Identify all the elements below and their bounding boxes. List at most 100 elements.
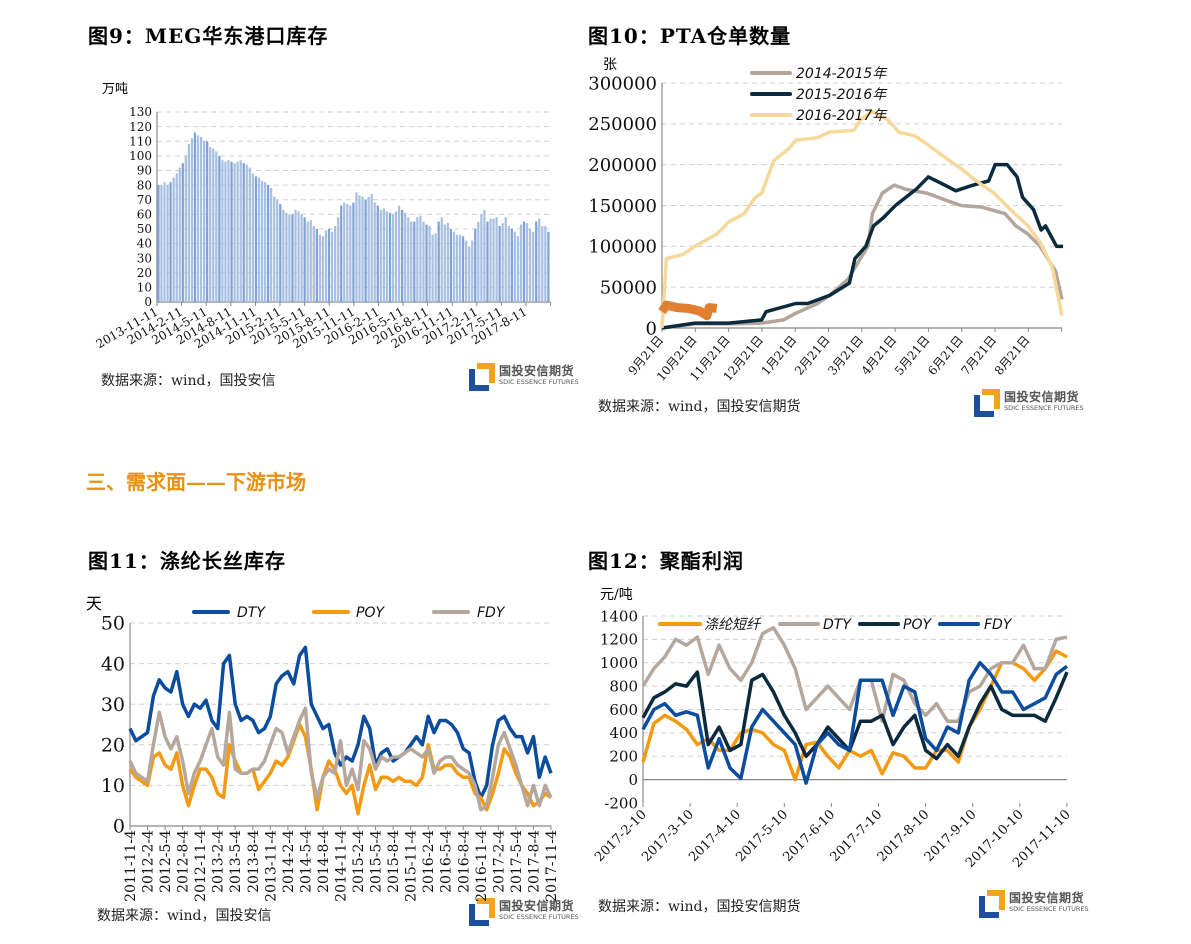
- fig9-bar: [516, 236, 520, 302]
- fig12-ytick-label: 0: [628, 771, 638, 789]
- fig12-ytick-label: -200: [604, 794, 638, 812]
- fig9-bar: [364, 199, 367, 302]
- fig9-bar: [181, 163, 184, 302]
- logo-en: SDIC ESSENCE FUTURES: [499, 913, 579, 921]
- fig9-bar: [401, 209, 404, 302]
- fig9-bar: [468, 246, 471, 302]
- fig9-bar: [306, 221, 309, 302]
- fig12-unit: 元/吨: [600, 587, 633, 603]
- fig10-legend-label: 2016-2017年: [796, 108, 888, 124]
- fig9-bar: [276, 199, 279, 302]
- fig11-xtick-label: 2012-5-4: [158, 830, 174, 893]
- fig11-xtick-label: 2014-11-4: [333, 830, 349, 902]
- logo: 国投安信期货 SDIC ESSENCE FUTURES: [467, 896, 592, 926]
- fig9-bar: [266, 185, 270, 302]
- fig9-bar: [163, 182, 166, 302]
- logo: 国投安信期货 SDIC ESSENCE FUTURES: [972, 387, 1097, 417]
- fig9-bar: [312, 226, 315, 302]
- fig9-bar: [510, 228, 513, 302]
- fig12-ytick-label: 800: [609, 677, 638, 695]
- fig9-bar: [230, 161, 233, 302]
- logo-en: SDIC ESSENCE FUTURES: [1004, 404, 1084, 412]
- fig9-bar: [434, 233, 437, 302]
- logo-mark-icon: [974, 389, 1000, 417]
- fig9-bar: [397, 205, 401, 302]
- fig11-xtick-label: 2014-8-4: [316, 830, 332, 893]
- logo: 国投安信期货 SDIC ESSENCE FUTURES: [977, 888, 1102, 918]
- fig9-bar: [285, 212, 288, 302]
- fig9-bar: [242, 163, 245, 302]
- fig9-bar: [507, 226, 510, 302]
- fig11-xtick-label: 2017-11-4: [544, 830, 560, 902]
- fig9-bar: [300, 214, 303, 302]
- fig9-bar: [303, 217, 306, 302]
- fig9-bar: [309, 220, 312, 302]
- fig11-xtick-label: 2012-11-4: [193, 830, 209, 902]
- fig9-source: 数据来源：wind，国投安信: [101, 373, 276, 389]
- fig9-bar: [199, 136, 203, 302]
- fig9-bar: [544, 226, 547, 302]
- section-heading: 三、需求面——下游市场: [86, 470, 306, 494]
- fig9-bar: [394, 211, 398, 302]
- fig10-xtick-label: 8月21日: [992, 333, 1033, 378]
- fig11-source: 数据来源：wind，国投安信: [97, 908, 272, 924]
- fig10-ytick-label: 100000: [588, 237, 657, 258]
- fig12-ytick-label: 1200: [600, 631, 638, 649]
- fig11-xtick-label: 2015-5-4: [369, 830, 385, 893]
- fig11-ytick-label: 50: [101, 613, 125, 635]
- fig9-bar: [538, 218, 541, 302]
- fig9-bar: [279, 204, 282, 302]
- fig9-ytick-label: 50: [137, 222, 152, 236]
- fig9-bar: [327, 228, 331, 302]
- fig9-bar: [260, 180, 264, 302]
- fig9-bar: [346, 204, 349, 302]
- fig10-ytick-label: 300000: [588, 73, 657, 94]
- fig9-bar: [221, 160, 224, 302]
- fig9-ytick-label: 60: [137, 208, 152, 222]
- fig9-bar: [495, 217, 498, 302]
- fig9-bar: [193, 132, 197, 302]
- fig11-xtick-label: 2012-2-4: [141, 830, 157, 893]
- fig11-series-line-2: [128, 706, 553, 812]
- fig9-bar: [471, 240, 474, 302]
- fig10-series-line-3: [658, 300, 718, 321]
- fig9-bar: [254, 176, 258, 302]
- fig9-ytick-label: 120: [129, 120, 152, 134]
- fig10-legend-label: 2014-2015年: [796, 66, 888, 82]
- fig11-ytick-label: 10: [101, 775, 125, 797]
- fig9-bar: [184, 155, 187, 302]
- fig9-bar: [236, 161, 239, 302]
- fig9-bar: [239, 160, 242, 302]
- fig9-bar: [349, 205, 352, 302]
- fig11-xtick-label: 2015-8-4: [386, 830, 402, 893]
- fig9-bar: [464, 240, 468, 302]
- fig10-legend-label: 2015-2016年: [796, 87, 888, 103]
- fig9-bar: [169, 182, 172, 302]
- fig9-bar: [425, 224, 428, 302]
- logo-cn: 国投安信期货: [499, 899, 575, 913]
- fig12-series-line-3: [641, 661, 1069, 785]
- fig9-bar: [492, 218, 495, 302]
- fig9-bar: [297, 211, 300, 302]
- logo-cn: 国投安信期货: [1009, 891, 1085, 905]
- fig9-ytick-label: 0: [144, 295, 152, 309]
- fig9-bar: [498, 226, 501, 302]
- fig9-bar: [528, 228, 532, 302]
- fig9-bar: [333, 226, 337, 302]
- fig9-bar: [376, 205, 379, 302]
- fig9-bar: [480, 214, 483, 302]
- fig9-bar: [355, 192, 358, 302]
- fig9-bar: [248, 167, 251, 302]
- fig9-bar: [318, 234, 322, 302]
- fig9-bar: [160, 185, 163, 302]
- fig10-ytick-label: 150000: [588, 196, 657, 217]
- fig9-bar: [501, 223, 504, 302]
- fig9-bar: [257, 177, 261, 302]
- fig11-xtick-label: 2013-2-4: [211, 830, 227, 893]
- fig9-bar: [440, 217, 443, 302]
- fig9-bar: [196, 135, 200, 302]
- fig9-bar: [474, 228, 477, 302]
- fig9-bar: [233, 163, 236, 302]
- fig9-bar: [337, 217, 340, 302]
